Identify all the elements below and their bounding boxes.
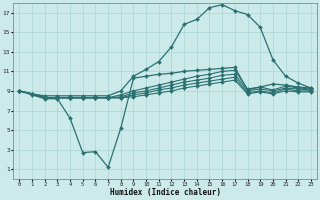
X-axis label: Humidex (Indice chaleur): Humidex (Indice chaleur) — [110, 188, 220, 197]
